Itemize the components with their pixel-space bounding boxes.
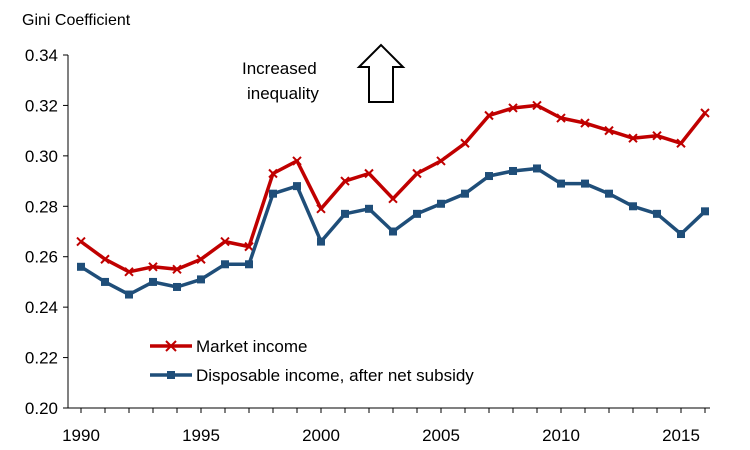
legend-marker-market [165, 340, 177, 352]
up-arrow-icon [356, 43, 406, 103]
data-point-market [388, 194, 398, 204]
data-point-market [268, 168, 278, 179]
data-point-disposable [509, 166, 517, 175]
y-tick-label: 0.30 [25, 147, 58, 166]
data-point-market [100, 254, 110, 264]
x-tick-label: 2000 [302, 426, 340, 445]
data-point-disposable [653, 209, 661, 218]
data-point-disposable [533, 164, 541, 173]
data-point-disposable [413, 209, 421, 218]
data-point-disposable [677, 230, 685, 239]
y-tick-label: 0.24 [25, 298, 58, 317]
data-point-market [676, 138, 686, 148]
data-point-market [484, 110, 494, 121]
data-point-market [628, 133, 638, 143]
y-tick-label: 0.20 [25, 399, 58, 418]
data-point-market [292, 156, 302, 166]
data-point-market [316, 204, 326, 214]
data-point-market [220, 236, 230, 247]
data-point-disposable [485, 172, 493, 181]
data-point-market [700, 108, 710, 118]
data-point-disposable [221, 260, 229, 269]
y-tick-label: 0.28 [25, 197, 58, 216]
annotation-line-2: inequality [247, 84, 319, 103]
y-tick-label: 0.34 [25, 46, 58, 65]
legend: Market income Disposable income, after n… [150, 337, 474, 385]
annotation-line-1: Increased [242, 59, 317, 78]
legend-label-market: Market income [196, 337, 307, 356]
data-point-disposable [245, 260, 253, 269]
x-tick-label: 2005 [422, 426, 460, 445]
data-point-disposable [437, 199, 445, 208]
data-point-disposable [629, 202, 637, 211]
data-point-market [556, 113, 566, 123]
data-point-disposable [101, 277, 109, 286]
series-layer [76, 100, 710, 299]
data-point-market [580, 118, 590, 128]
data-point-disposable [701, 207, 709, 216]
data-point-market [340, 176, 350, 186]
data-point-market [508, 103, 518, 113]
data-point-market [148, 262, 158, 272]
data-point-disposable [125, 290, 133, 299]
data-point-disposable [77, 262, 85, 271]
series-line-0 [79, 103, 707, 274]
data-point-market [364, 168, 374, 179]
y-axis-ticks: 0.20 0.22 0.24 0.26 0.28 0.30 0.32 0.34 [25, 46, 68, 418]
x-tick-label: 2015 [662, 426, 700, 445]
data-point-disposable [197, 275, 205, 284]
data-point-market [172, 264, 182, 275]
x-tick-label: 2010 [542, 426, 580, 445]
y-axis-title: Gini Coefficient [22, 12, 131, 29]
data-point-market [652, 130, 662, 141]
data-point-disposable [293, 182, 301, 191]
data-point-disposable [365, 204, 373, 213]
y-tick-label: 0.32 [25, 96, 58, 115]
data-point-disposable [269, 189, 277, 198]
data-point-market [436, 156, 446, 166]
x-tick-label: 1995 [182, 426, 220, 445]
data-point-disposable [461, 189, 469, 198]
data-point-market [604, 125, 614, 136]
data-point-disposable [581, 179, 589, 188]
data-point-market [76, 236, 86, 247]
x-axis-ticks: 1990 1995 2000 2005 2010 2015 [62, 408, 706, 445]
data-point-market [412, 168, 422, 179]
data-point-disposable [605, 189, 613, 198]
annotation: Increased inequality [242, 43, 406, 103]
x-tick-label: 1990 [62, 426, 100, 445]
data-point-market [196, 254, 206, 264]
data-point-market [460, 138, 470, 148]
data-point-disposable [173, 282, 181, 291]
legend-label-disposable: Disposable income, after net subsidy [196, 366, 474, 385]
data-point-disposable [341, 209, 349, 218]
data-point-disposable [149, 277, 157, 286]
data-point-market [124, 267, 134, 277]
data-point-market [532, 100, 542, 111]
data-point-disposable [317, 237, 325, 246]
legend-marker-disposable [167, 371, 175, 379]
data-point-market [244, 241, 254, 252]
data-point-disposable [557, 179, 565, 188]
y-tick-label: 0.26 [25, 248, 58, 267]
data-point-disposable [389, 227, 397, 236]
y-tick-label: 0.22 [25, 349, 58, 368]
